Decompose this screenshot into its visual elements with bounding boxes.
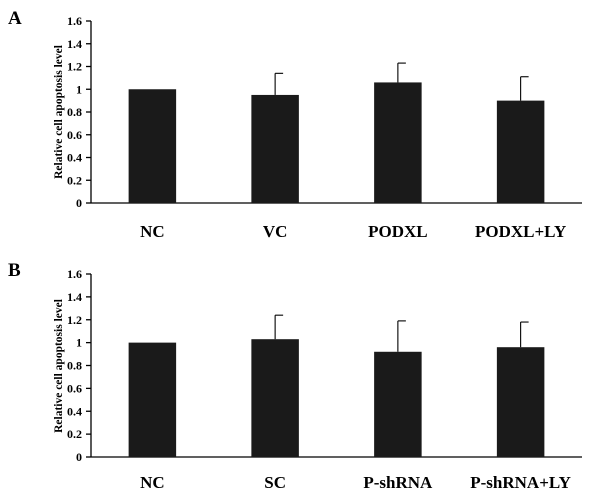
- panel-a-category-label: VC: [263, 222, 288, 241]
- panel-b-bar-nc: [128, 342, 177, 457]
- panel-b-bars: [128, 339, 545, 457]
- panel-b-y-tick-label: 1.4: [67, 290, 82, 304]
- panel-b: B Relative cell apoptosis level 00.20.40…: [8, 260, 582, 492]
- panel-b-bar-p-shrna-ly: [496, 347, 545, 457]
- panel-a-category-label: PODXL: [368, 222, 428, 241]
- panel-b-y-tick-label: 1: [76, 336, 82, 350]
- panel-a-y-tick-label: 1.2: [67, 60, 82, 74]
- panel-a-y-axis-label: Relative cell apoptosis level: [53, 45, 65, 179]
- panel-a-y-tick-label: 0.2: [67, 173, 82, 187]
- panel-b-category-label: SC: [264, 473, 286, 492]
- panel-a-y-tick-label: 0.4: [67, 151, 82, 165]
- panel-a-y-tick-label: 0: [76, 196, 82, 210]
- panel-b-category-labels: NC SC P-shRNA P-shRNA+LY: [140, 473, 571, 492]
- panel-a-bar-podxl-ly: [496, 100, 545, 203]
- panel-b-error-bar: [520, 321, 529, 348]
- panel-b-y-tick-label: 0.8: [67, 359, 82, 373]
- panel-b-y-axis-label: Relative cell apoptosis level: [53, 299, 65, 433]
- panel-a-bars: [128, 82, 545, 203]
- panel-a-letter: A: [8, 8, 22, 29]
- panel-a-error-bar: [397, 62, 406, 83]
- panel-a: A Relative cell apoptosis level 00.20.40…: [8, 8, 582, 241]
- panel-a-y-tick-label: 0.8: [67, 105, 82, 119]
- panel-a-y-tick-label: 0.6: [67, 128, 82, 142]
- panel-a-y-tick-label: 1.6: [67, 14, 82, 28]
- panel-b-letter: B: [8, 260, 21, 281]
- panel-b-y-tick-label: 0.2: [67, 427, 82, 441]
- panel-b-category-label: P-shRNA: [363, 473, 433, 492]
- panel-b-bar-p-shrna: [374, 351, 422, 457]
- panel-a-error-bar: [274, 72, 284, 95]
- panel-b-y-tick-label: 1.6: [67, 267, 82, 281]
- panel-b-error-bar: [397, 320, 406, 352]
- panel-b-error-bar: [274, 314, 284, 340]
- panel-a-bar-vc: [251, 94, 299, 203]
- panel-b-y-ticks: 0 0.2 0.4 0.6 0.8 1 1.2 1.4 1.6: [67, 267, 91, 464]
- panel-b-category-label: P-shRNA+LY: [470, 473, 571, 492]
- panel-a-category-label: NC: [140, 222, 165, 241]
- panel-b-y-tick-label: 0.6: [67, 381, 82, 395]
- panel-a-category-labels: NC VC PODXL PODXL+LY: [140, 222, 566, 241]
- panel-a-bar-nc: [128, 89, 177, 203]
- panel-b-y-tick-label: 0: [76, 450, 82, 464]
- panel-b-y-tick-label: 1.2: [67, 313, 82, 327]
- panel-a-y-tick-label: 1: [76, 82, 82, 96]
- panel-a-y-tick-label: 1.4: [67, 37, 82, 51]
- panel-a-error-bars: [274, 62, 529, 101]
- panel-b-category-label: NC: [140, 473, 165, 492]
- panel-b-y-tick-label: 0.4: [67, 404, 82, 418]
- panel-b-bar-sc: [251, 339, 299, 457]
- panel-a-category-label: PODXL+LY: [475, 222, 566, 241]
- panel-a-y-ticks: 0 0.2 0.4 0.6 0.8 1 1.2 1.4 1.6: [67, 14, 91, 210]
- panel-a-bar-podxl: [374, 82, 422, 203]
- panel-b-error-bars: [274, 314, 529, 352]
- panel-a-error-bar: [520, 76, 529, 101]
